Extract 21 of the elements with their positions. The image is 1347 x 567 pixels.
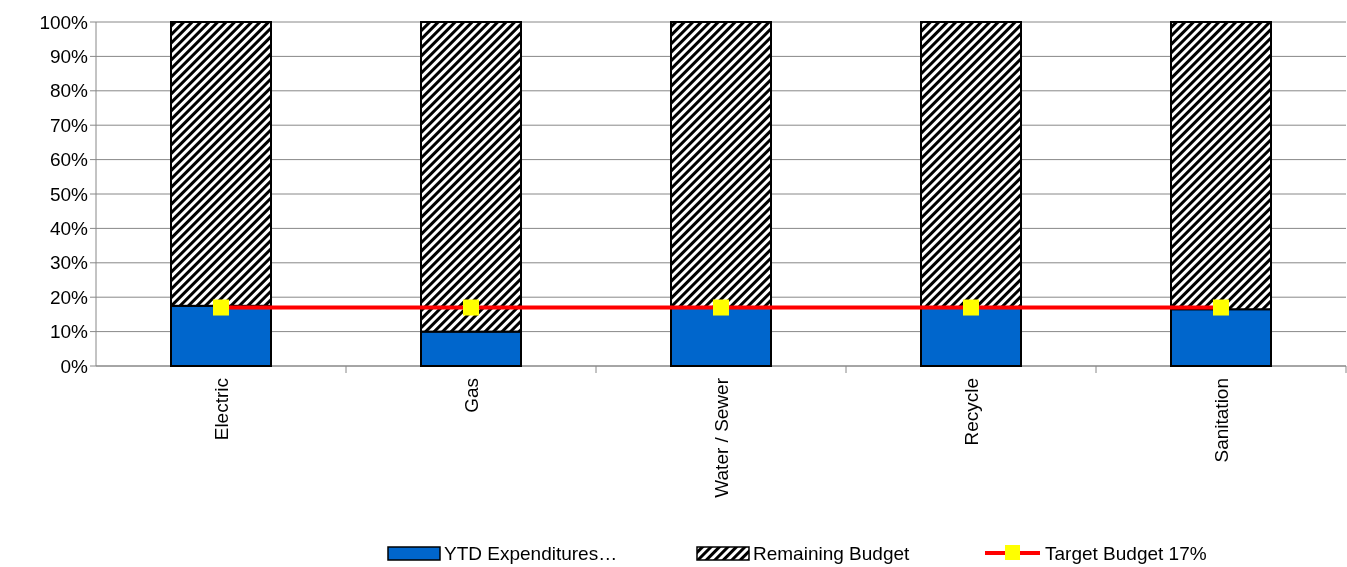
legend-label: YTD Expenditures… <box>444 542 618 564</box>
x-tick-label: Recycle <box>961 378 982 446</box>
y-tick-label: 10% <box>49 321 89 343</box>
y-tick-label: 50% <box>49 183 89 205</box>
x-tick-label: Sanitation <box>1211 378 1232 463</box>
y-tick-label: 20% <box>49 286 89 308</box>
x-tick-label: Electric <box>211 378 232 441</box>
y-tick-label: 100% <box>39 11 89 33</box>
bar <box>670 21 772 309</box>
x-tick-label: Gas <box>461 378 482 413</box>
bar <box>920 21 1022 309</box>
y-tick-label: 0% <box>60 355 89 377</box>
y-tick-label: 70% <box>49 114 89 136</box>
legend-label: Target Budget 17% <box>1045 542 1207 564</box>
y-tick-label: 90% <box>49 46 89 68</box>
y-tick-label: 30% <box>49 252 89 274</box>
y-tick-label: 40% <box>49 218 89 240</box>
y-tick-label: 80% <box>49 80 89 102</box>
y-tick-label: 60% <box>49 149 89 171</box>
legend-label: Remaining Budget <box>753 542 911 564</box>
x-tick-label: Water / Sewer <box>711 377 732 498</box>
